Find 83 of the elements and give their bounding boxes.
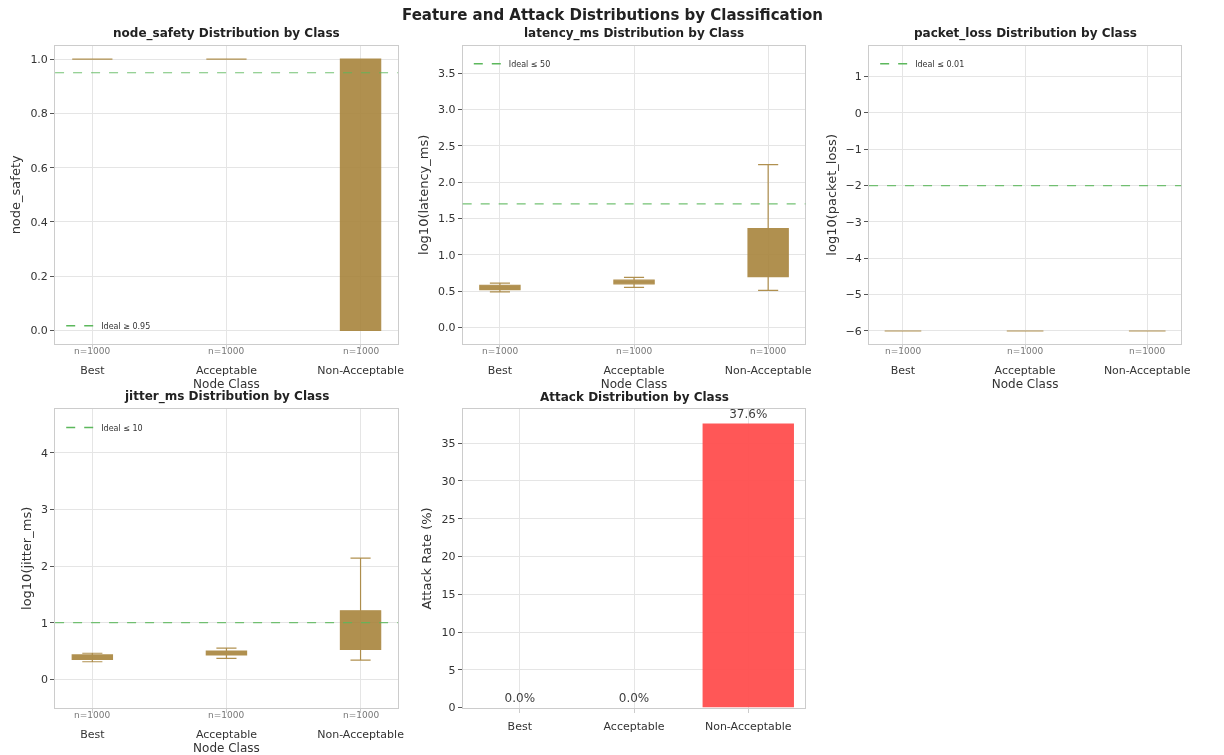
y-tick-label: 4	[40, 446, 48, 460]
x-tick-label: Best	[890, 364, 916, 378]
chart-title: Attack Distribution by Class	[540, 390, 729, 404]
y-axis-title: Attack Rate (%)	[419, 507, 435, 610]
text: n=1000	[343, 710, 380, 720]
chart-title: jitter_ms Distribution by Class	[124, 389, 330, 404]
y-tick-label: 0.6	[30, 161, 48, 175]
x-tick-label: Best	[507, 719, 533, 733]
y-tick-label: 0.8	[30, 107, 48, 121]
text: n=1000	[750, 346, 787, 356]
y-tick-label: 1.5	[437, 212, 456, 226]
y-axis-title: log10(jitter_ms)	[18, 506, 34, 610]
text: n=1000	[885, 346, 922, 356]
text: n=1000	[208, 710, 245, 720]
x-tick-label: Best	[80, 364, 106, 378]
y-tick-label: 0.0	[30, 324, 48, 338]
x-tick-label: Non-Acceptable	[724, 364, 812, 378]
y-tick-label: 0	[40, 673, 48, 687]
text: n=1000	[343, 346, 380, 356]
text: n=1000	[74, 346, 111, 356]
y-tick-label: 2.5	[437, 139, 456, 153]
text: n=1000	[616, 346, 653, 356]
y-tick-label: 5	[448, 663, 456, 677]
x-tick-label: Acceptable	[195, 727, 258, 741]
x-tick-label: Acceptable	[603, 719, 665, 733]
y-tick-label: 1.0	[437, 248, 456, 262]
y-tick-label: 3	[40, 503, 48, 517]
x-tick-label: Non-Acceptable	[1103, 364, 1191, 378]
y-tick-label: 0.0	[437, 321, 456, 335]
y-tick-label: 2.0	[437, 176, 456, 189]
y-tick-label: 2	[40, 559, 48, 573]
y-axis-title: node_safety	[8, 155, 24, 235]
y-tick-label: −3	[845, 215, 862, 229]
y-tick-label: 3.5	[437, 67, 456, 81]
y-tick-label: −6	[845, 324, 862, 338]
x-tick-label: Non-Acceptable	[317, 364, 405, 378]
y-tick-label: 0.4	[30, 215, 48, 229]
chart-title: latency_ms Distribution by Class	[524, 26, 745, 41]
legend-label: Ideal ≥ 0.95	[101, 321, 151, 331]
y-tick-label: 20	[441, 550, 456, 564]
x-axis-title: Node Class	[193, 740, 260, 755]
chart-title: node_safety Distribution by Class	[113, 26, 340, 41]
legend-label: Ideal ≤ 0.01	[915, 59, 965, 69]
legend-label: Ideal ≤ 10	[101, 423, 143, 433]
y-tick-label: 10	[441, 625, 456, 639]
y-tick-label: −2	[845, 179, 862, 193]
y-tick-label: 0	[448, 701, 456, 715]
data-label: 0.0%	[618, 690, 650, 705]
data-label: 37.6%	[729, 406, 768, 421]
x-tick-label: Non-Acceptable	[704, 719, 792, 733]
y-tick-label: 0.5	[437, 284, 456, 298]
y-tick-label: 30	[441, 474, 456, 488]
y-tick-label: 1.0	[30, 53, 48, 67]
x-axis-title: Node Class	[991, 377, 1059, 392]
x-tick-label: Non-Acceptable	[317, 727, 405, 741]
data-label: 0.0%	[504, 690, 536, 705]
y-axis-title: log10(packet_loss)	[823, 134, 839, 256]
x-tick-label: Acceptable	[603, 364, 665, 378]
y-tick-label: 35	[441, 437, 456, 451]
text: n=1000	[482, 346, 519, 356]
x-tick-label: Best	[80, 727, 106, 741]
x-tick-label: Acceptable	[195, 364, 258, 378]
x-axis-title: Node Class	[600, 377, 668, 392]
text: Feature and Attack Distributions by Classification	[402, 6, 824, 24]
y-tick-label: 1	[854, 70, 862, 84]
text: n=1000	[74, 710, 111, 720]
y-tick-label: 25	[441, 512, 456, 526]
text: n=1000	[208, 346, 245, 356]
text: n=1000	[1129, 346, 1166, 356]
x-tick-label: Acceptable	[994, 364, 1056, 378]
y-tick-label: 3.0	[437, 103, 456, 117]
text: n=1000	[1007, 346, 1044, 356]
y-tick-label: −4	[845, 252, 862, 266]
y-tick-label: 0.2	[30, 270, 48, 284]
y-tick-label: 15	[441, 588, 456, 602]
y-tick-label: 0	[854, 106, 862, 120]
y-tick-label: 1	[40, 616, 48, 630]
legend-label: Ideal ≤ 50	[508, 59, 551, 69]
chart-title: packet_loss Distribution by Class	[914, 26, 1137, 41]
x-tick-label: Best	[487, 364, 513, 378]
y-tick-label: −5	[845, 288, 862, 302]
y-tick-label: −1	[845, 143, 862, 157]
y-axis-title: log10(latency_ms)	[415, 134, 431, 255]
